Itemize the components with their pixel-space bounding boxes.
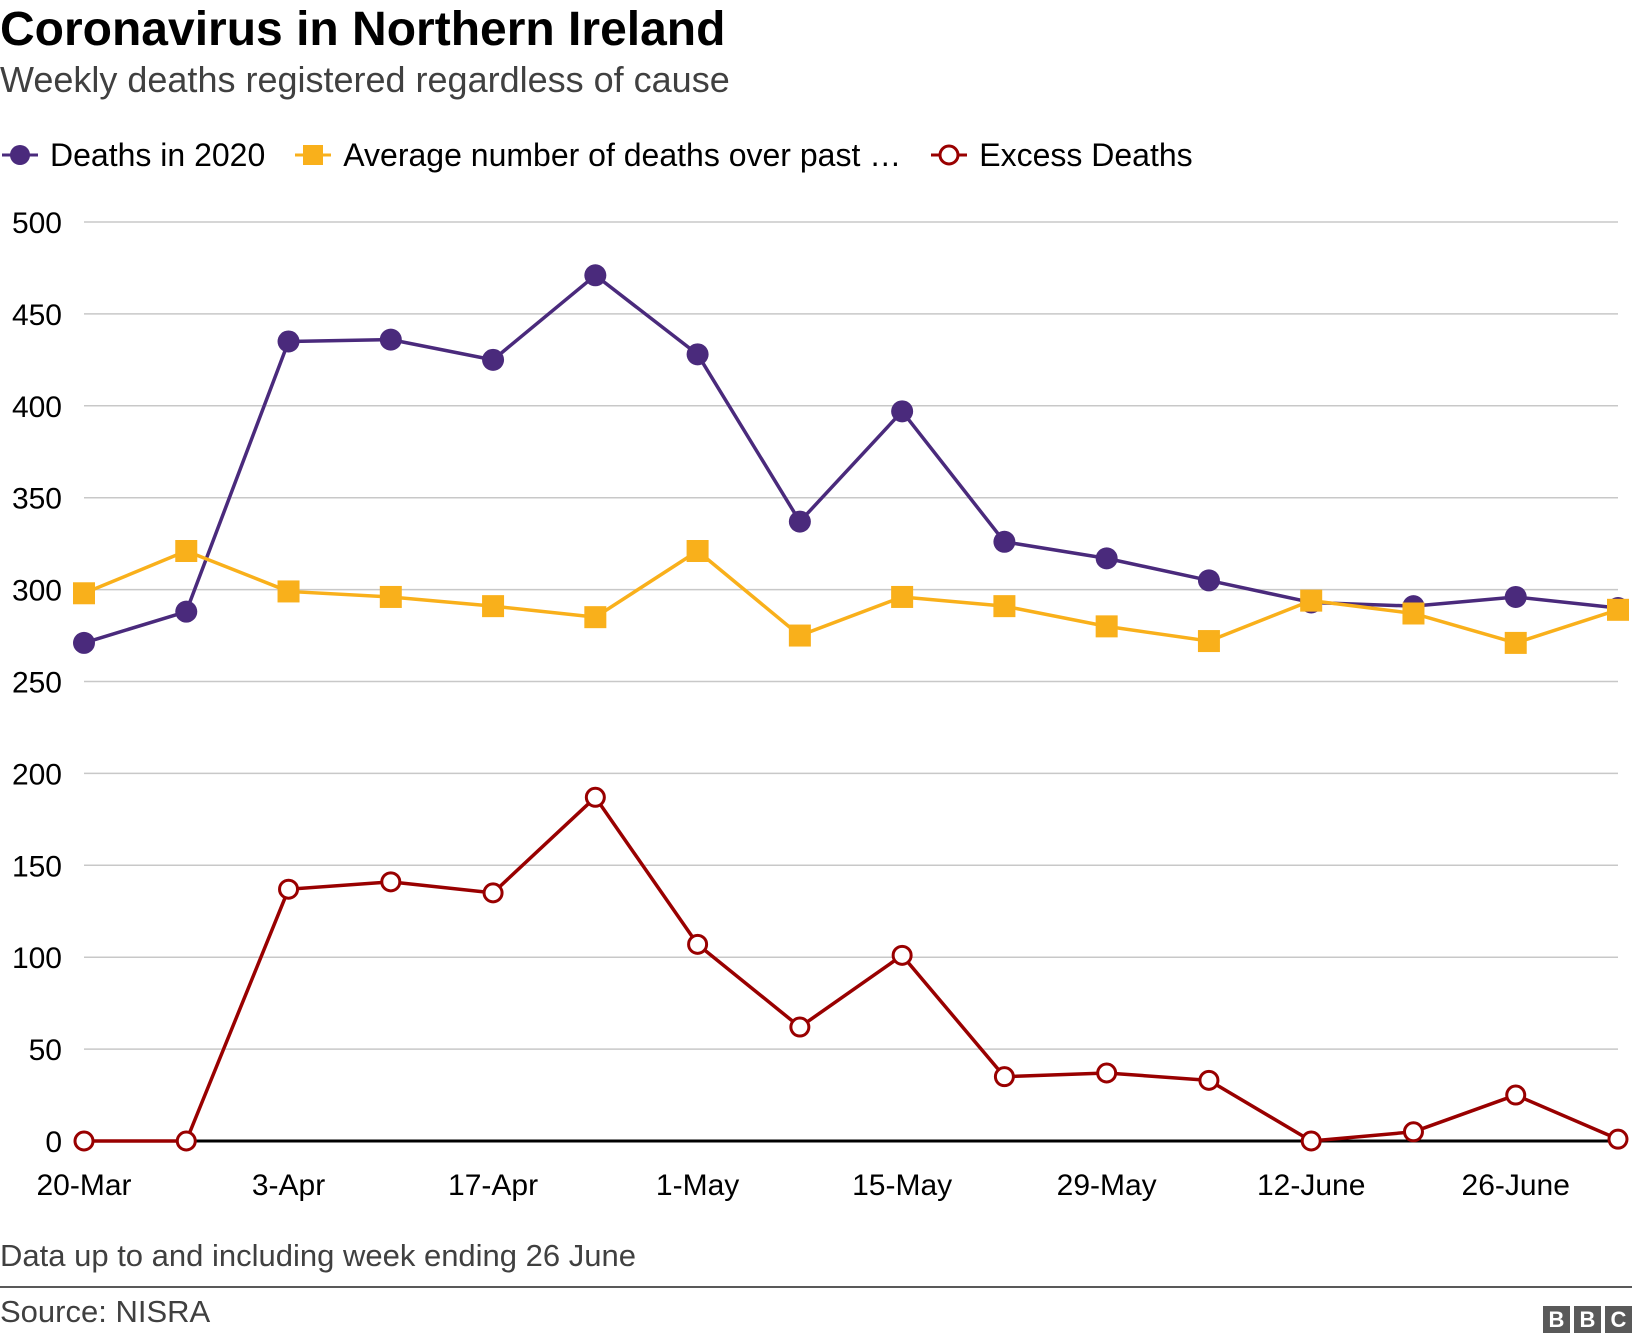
data-point: [1197, 630, 1220, 653]
y-tick-label: 150: [12, 850, 62, 883]
data-point: [1300, 1130, 1322, 1152]
y-tick-label: 50: [29, 1034, 62, 1067]
data-point: [482, 595, 505, 618]
data-point: [584, 606, 607, 629]
data-point: [891, 944, 913, 966]
series-line: [84, 795, 1619, 1143]
bbc-logo: B B C: [1539, 1306, 1632, 1333]
data-point: [686, 540, 709, 563]
square-marker-icon: [295, 145, 332, 165]
data-point: [175, 600, 198, 623]
data-point: [73, 582, 95, 605]
x-tick-label: 17-Apr: [448, 1169, 538, 1202]
footer-divider: [0, 1286, 1632, 1288]
data-point: [73, 631, 95, 654]
y-tick-label: 200: [12, 758, 62, 791]
y-tick-label: 450: [12, 299, 62, 332]
data-point: [1198, 1069, 1220, 1091]
x-tick-label: 26-June: [1462, 1169, 1570, 1202]
x-tick-label: 12-June: [1257, 1169, 1365, 1202]
data-point: [1402, 602, 1425, 625]
legend-label-deaths-2020: Deaths in 2020: [50, 136, 266, 173]
y-tick-label: 400: [12, 391, 62, 424]
x-tick-label: 20-Mar: [36, 1169, 131, 1202]
legend-label-average-deaths: Average number of deaths over past …: [343, 136, 902, 173]
series-line: [83, 273, 1619, 645]
line-chart: 0 50 100 150 200 250 300 350 400 450 500 20-Mar 3-Ap…: [12, 207, 1629, 1202]
legend-label-excess-deaths: Excess Deaths: [979, 136, 1193, 173]
data-point: [380, 871, 402, 893]
filled-circle-marker-icon: [2, 145, 38, 165]
chart-title: Coronavirus in Northern Ireland: [0, 3, 726, 56]
data-point: [1607, 1128, 1629, 1150]
x-tick-label: 1-May: [656, 1169, 739, 1202]
legend-item-excess-deaths: Excess Deaths: [929, 136, 1193, 174]
data-point: [1095, 615, 1118, 638]
data-point: [1402, 1121, 1424, 1143]
y-tick-label: 0: [45, 1126, 62, 1159]
y-tick-label: 500: [12, 207, 62, 240]
series-line: [83, 549, 1619, 645]
legend-item-average-deaths: Average number of deaths over past …: [293, 137, 901, 174]
data-point: [584, 786, 606, 808]
bbc-logo-letter: B: [1543, 1306, 1570, 1333]
hollow-circle-marker-icon: [931, 144, 968, 166]
y-tick-label: 100: [12, 942, 62, 975]
data-point: [993, 595, 1016, 618]
data-point: [482, 348, 505, 371]
data-point: [277, 580, 300, 603]
data-point: [1197, 569, 1220, 592]
data-point: [686, 343, 709, 366]
data-point: [993, 530, 1016, 553]
y-tick-label: 350: [12, 483, 62, 516]
x-tick-label: 29-May: [1057, 1169, 1157, 1202]
x-tick-label: 15-May: [852, 1169, 952, 1202]
y-tick-label: 300: [12, 575, 62, 608]
data-point: [584, 264, 607, 287]
legend: Deaths in 2020 Average number of deaths …: [0, 135, 1221, 175]
legend-item-deaths-2020: Deaths in 2020: [0, 137, 265, 174]
data-point: [277, 330, 300, 353]
data-point: [278, 878, 300, 900]
data-point: [1096, 1062, 1118, 1084]
chart-subtitle: Weekly deaths registered regardless of c…: [0, 59, 730, 100]
bbc-logo-letter: C: [1605, 1306, 1632, 1333]
data-point: [1504, 631, 1527, 654]
data-point: [993, 1066, 1015, 1088]
data-point: [1607, 598, 1629, 621]
data-point: [1505, 1084, 1527, 1106]
data-point: [789, 1016, 811, 1038]
data-point: [891, 400, 914, 423]
y-tick-label: 250: [12, 667, 62, 700]
data-point: [175, 1130, 197, 1152]
source-text: Source: NISRA: [0, 1294, 211, 1329]
data-point: [482, 882, 504, 904]
data-point: [1095, 547, 1118, 570]
data-point: [379, 328, 402, 351]
x-tick-label: 3-Apr: [252, 1169, 325, 1202]
data-point: [1300, 589, 1323, 612]
data-point: [73, 1130, 95, 1152]
data-point: [788, 510, 811, 533]
data-point: [788, 624, 811, 647]
data-point: [379, 585, 402, 608]
footnote: Data up to and including week ending 26 …: [0, 1238, 636, 1273]
data-point: [1504, 585, 1527, 608]
data-point: [891, 585, 914, 608]
data-point: [175, 540, 198, 563]
data-point: [687, 933, 709, 955]
bbc-logo-letter: B: [1574, 1306, 1601, 1333]
